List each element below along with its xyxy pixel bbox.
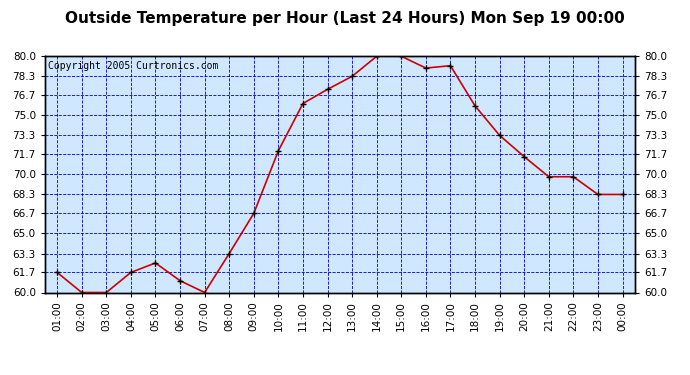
Text: Outside Temperature per Hour (Last 24 Hours) Mon Sep 19 00:00: Outside Temperature per Hour (Last 24 Ho… [65, 11, 625, 26]
Text: Copyright 2005 Curtronics.com: Copyright 2005 Curtronics.com [48, 61, 218, 71]
